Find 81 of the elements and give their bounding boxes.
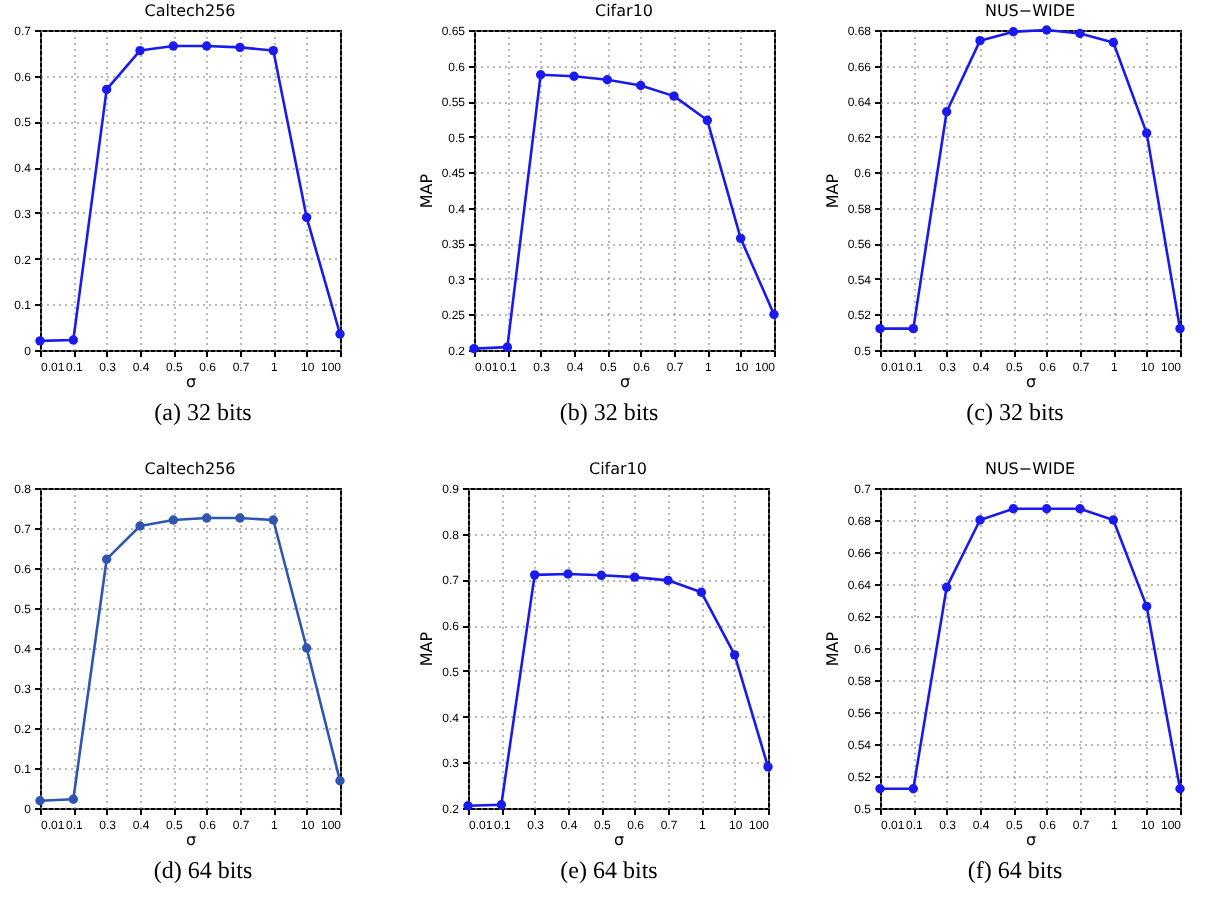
point xyxy=(201,41,212,51)
point xyxy=(769,309,779,320)
point xyxy=(469,343,479,354)
chart-title: NUS−WIDE xyxy=(984,460,1076,478)
text: (a) 32 bits xyxy=(152,398,254,428)
x-axis-title: σ xyxy=(1025,831,1037,849)
point xyxy=(908,323,919,334)
point xyxy=(301,212,312,223)
point xyxy=(635,80,646,91)
y-axis-title: MAP xyxy=(823,173,842,209)
point xyxy=(168,41,179,51)
point xyxy=(268,515,279,525)
point xyxy=(101,554,112,564)
point xyxy=(1141,601,1152,612)
point xyxy=(941,582,952,592)
text: (d) 64 bits xyxy=(151,856,255,886)
point xyxy=(663,575,673,586)
point xyxy=(875,323,885,334)
y-axis-title: MAP xyxy=(417,173,436,209)
text: (f) 64 bits xyxy=(965,856,1065,886)
x-axis-title: σ xyxy=(619,373,631,391)
point xyxy=(463,801,473,811)
point xyxy=(1108,37,1119,48)
point xyxy=(235,42,245,53)
point xyxy=(335,329,345,339)
text: (b) 32 bits xyxy=(557,398,661,428)
chart-title: NUS−WIDE xyxy=(984,2,1076,20)
point xyxy=(629,572,640,582)
point xyxy=(502,342,513,352)
chart-title: Caltech256 xyxy=(144,2,236,20)
point xyxy=(875,784,885,794)
point xyxy=(235,513,245,523)
point xyxy=(68,794,79,804)
point xyxy=(1041,504,1052,514)
point xyxy=(1175,784,1185,794)
point xyxy=(1175,323,1185,334)
point xyxy=(1008,504,1019,514)
point xyxy=(669,91,679,101)
point xyxy=(763,762,773,772)
point xyxy=(101,84,112,95)
x-axis-title: σ xyxy=(1025,373,1037,391)
point xyxy=(335,776,345,786)
point xyxy=(702,115,713,125)
point xyxy=(1041,25,1052,35)
point xyxy=(68,335,79,345)
point xyxy=(496,800,507,810)
point xyxy=(735,233,746,244)
point xyxy=(301,643,312,653)
point xyxy=(1075,28,1085,39)
point xyxy=(135,521,145,531)
point xyxy=(696,587,707,597)
point xyxy=(1008,27,1019,37)
point xyxy=(1141,128,1152,138)
point xyxy=(569,71,579,81)
point xyxy=(1075,504,1085,514)
point xyxy=(908,784,919,794)
y-axis-title: MAP xyxy=(418,631,437,667)
x-axis-title: σ xyxy=(185,831,197,849)
point xyxy=(168,515,179,525)
point xyxy=(729,650,740,660)
point xyxy=(975,35,985,46)
text: (e) 64 bits xyxy=(558,856,660,886)
point xyxy=(35,336,45,346)
point xyxy=(529,570,540,580)
point xyxy=(1108,515,1119,525)
chart-title: Cifar10 xyxy=(595,2,653,20)
x-axis-title: σ xyxy=(613,831,625,849)
point xyxy=(201,513,212,523)
chart-title: Cifar10 xyxy=(589,460,647,478)
point xyxy=(975,515,985,525)
point xyxy=(602,75,613,85)
point xyxy=(596,570,607,580)
point xyxy=(535,70,546,80)
chart-title: Caltech256 xyxy=(144,460,236,478)
point xyxy=(135,45,145,56)
point xyxy=(941,107,952,117)
y-axis-title: MAP xyxy=(823,631,842,667)
x-axis-title: σ xyxy=(185,373,197,391)
point xyxy=(268,45,279,56)
point xyxy=(563,569,573,579)
text: (c) 32 bits xyxy=(964,398,1066,428)
